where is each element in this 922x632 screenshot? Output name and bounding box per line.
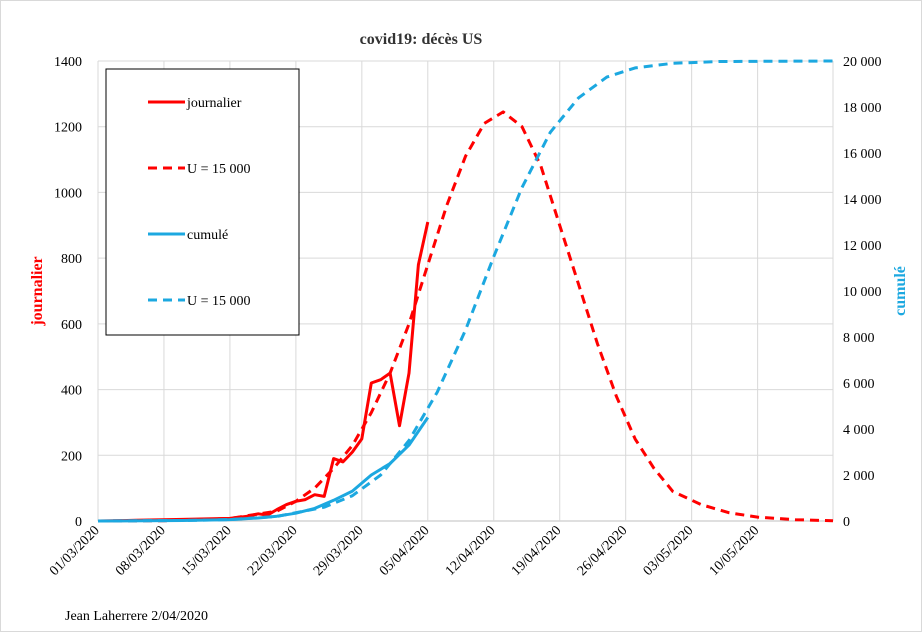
y-tick-label-right: 16 000 <box>843 147 882 162</box>
series-line-0 <box>97 221 430 523</box>
y-tick-label-left: 400 <box>61 384 82 399</box>
series-layer <box>97 59 834 523</box>
series-line-3 <box>97 59 834 523</box>
legend-label-1: U = 15 000 <box>187 162 251 177</box>
y-tick-label-right: 8 000 <box>843 331 875 346</box>
legend-label-0: journalier <box>186 96 242 111</box>
y-tick-label-left: 1400 <box>54 55 82 70</box>
y-tick-label-left: 1200 <box>54 121 82 136</box>
left-axis: 0 200 400 600 800 1000 1200 1400 <box>54 55 82 530</box>
y-tick-label-right: 18 000 <box>843 101 882 116</box>
y-tick-label-right: 4 000 <box>843 423 875 438</box>
right-axis: 0 2 000 4 000 6 000 8 000 10 000 12 000 14 000 1… <box>843 55 882 530</box>
y-axis-label-left: journalier <box>29 256 46 326</box>
y-tick-label-right: 12 000 <box>843 239 882 254</box>
legend-label-2: cumulé <box>187 228 228 243</box>
y-tick-label-left: 800 <box>61 252 82 267</box>
legend: journalier U = 15 000 cumulé U = 15 000 <box>105 68 300 336</box>
y-tick-label-right: 20 000 <box>843 55 882 70</box>
y-tick-label-right: 0 <box>843 515 850 530</box>
legend-label-3: U = 15 000 <box>187 294 251 309</box>
y-tick-label-left: 600 <box>61 318 82 333</box>
y-tick-label-left: 1000 <box>54 186 82 201</box>
credit-text: Jean Laherrere 2/04/2020 <box>65 609 208 624</box>
y-tick-label-right: 2 000 <box>843 469 875 484</box>
y-tick-label-right: 6 000 <box>843 377 875 392</box>
legend-box <box>105 68 300 336</box>
y-tick-label-left: 200 <box>61 449 82 464</box>
y-tick-label-left: 0 <box>75 515 82 530</box>
chart-title: covid19: décès US <box>360 31 483 48</box>
y-tick-label-right: 14 000 <box>843 193 882 208</box>
y-axis-label-right: cumulé <box>892 266 909 316</box>
y-tick-label-right: 10 000 <box>843 285 882 300</box>
